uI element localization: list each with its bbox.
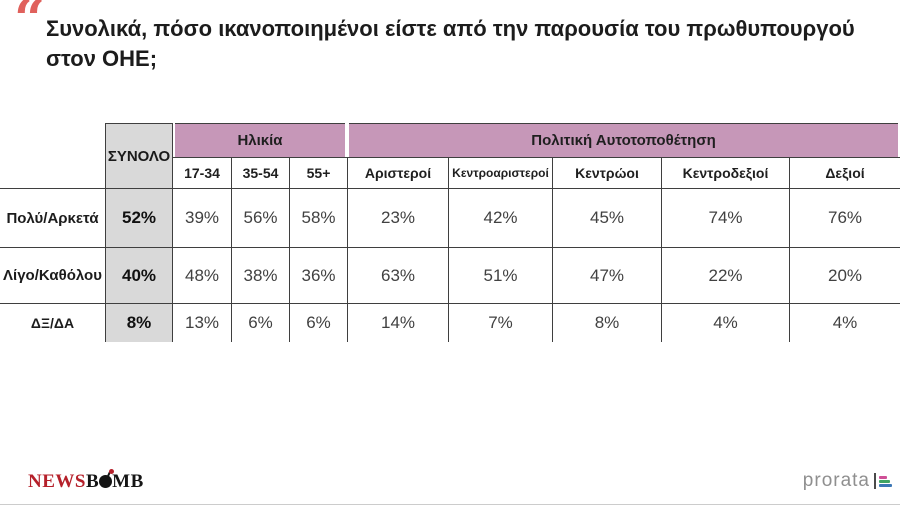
table-cell: 4% [661,303,789,342]
column-header-center-left: Κεντροαριστεροί [448,157,552,188]
table-cell: 51% [448,247,552,303]
row-label-satisfied: Πολύ/Αρκετά [0,188,105,247]
table-cell: 74% [661,188,789,247]
table-cell: 63% [347,247,448,303]
slide-bottom-divider [0,504,900,505]
table-cell: 58% [289,188,347,247]
column-header-center: Κεντρώοι [552,157,661,188]
newsbomb-logo-mb: MB [112,471,144,492]
table-cell: 39% [173,188,231,247]
column-header-35-54: 35-54 [231,157,289,188]
table-cell-total: 40% [105,247,173,303]
column-header-right: Δεξιοί [789,157,900,188]
prorata-bar-green [879,479,890,483]
prorata-bar-blue [879,483,892,487]
question-title-line1: Συνολικά, πόσο ικανοποιημένοι είστε από … [46,16,855,41]
table-cell: 6% [231,303,289,342]
table-cell: 20% [789,247,900,303]
prorata-bars-icon [879,475,892,487]
table-cell: 36% [289,247,347,303]
table-cell: 47% [552,247,661,303]
table-cell: 48% [173,247,231,303]
newsbomb-logo-news: NEWS [28,471,86,492]
question-title-line2: στον ΟΗΕ; [46,46,158,71]
table-cell: 7% [448,303,552,342]
group-header-age: Ηλικία [175,123,345,157]
table-cell-total: 8% [105,303,173,342]
column-header-left: Αριστεροί [347,157,448,188]
bomb-icon [99,469,115,488]
column-header-55plus: 55+ [289,157,347,188]
prorata-logo-text: prorata [802,470,870,491]
newsbomb-logo: NEWSB MB [28,469,144,493]
row-label-dont-know: ΔΞ/ΔΑ [0,303,105,342]
table-cell: 6% [289,303,347,342]
prorata-bar-divider [874,473,876,489]
table-cell: 42% [448,188,552,247]
prorata-bar-pink [879,475,887,479]
results-table: ΣΥΝΟΛΟ Ηλικία Πολιτική Αυτοτοποθέτηση 17… [0,123,900,342]
table-cell: 22% [661,247,789,303]
table-cell: 13% [173,303,231,342]
table-cell: 4% [789,303,900,342]
newsbomb-logo-b: B [85,471,100,492]
table-cell: 76% [789,188,900,247]
table-cell: 14% [347,303,448,342]
table-cell-total: 52% [105,188,173,247]
quote-mark-icon: “ [14,0,46,51]
column-header-center-right: Κεντροδεξιοί [661,157,789,188]
group-header-political: Πολιτική Αυτοτοποθέτηση [349,123,898,157]
table-cell: 8% [552,303,661,342]
prorata-logo: prorata [803,470,892,492]
table-cell: 56% [231,188,289,247]
column-header-17-34: 17-34 [173,157,231,188]
table-cell: 23% [347,188,448,247]
row-label-unsatisfied: Λίγο/Καθόλου [0,247,105,303]
table-cell: 38% [231,247,289,303]
table-cell: 45% [552,188,661,247]
column-header-total: ΣΥΝΟΛΟ [105,123,173,188]
question-title: Συνολικά, πόσο ικανοποιημένοι είστε από … [46,14,856,74]
